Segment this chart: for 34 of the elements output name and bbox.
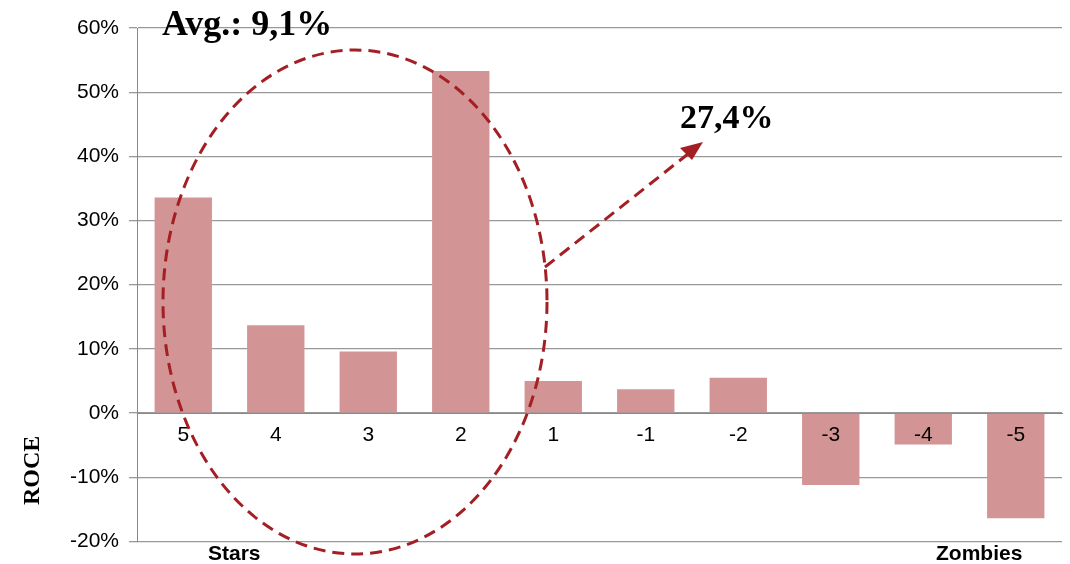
y-tick-label: 40%: [76, 143, 120, 167]
x-tick-label: -1: [636, 422, 656, 446]
y-tick-label: -10%: [69, 464, 120, 488]
bar: [987, 413, 1045, 519]
bar: [432, 71, 490, 413]
annotation: Stars: [208, 541, 261, 564]
x-tick-label: 4: [269, 422, 282, 446]
x-tick-label: -4: [913, 422, 933, 446]
bar: [709, 377, 767, 413]
y-tick-label: 60%: [76, 14, 120, 38]
y-axis-title: ROCE: [18, 435, 45, 505]
bar: [617, 389, 675, 413]
y-tick-label: 10%: [76, 335, 120, 359]
y-tick-label: 30%: [76, 207, 120, 231]
bar: [247, 325, 305, 413]
bar: [894, 413, 952, 445]
x-tick-label: 2: [454, 422, 467, 446]
x-tick-label: -3: [821, 422, 841, 446]
x-tick-label: 1: [547, 422, 560, 446]
chart-title: Avg.: 9,1%: [162, 2, 333, 44]
x-tick-label: 3: [362, 422, 375, 446]
x-tick-label: -2: [728, 422, 748, 446]
annotation: 27,4%: [680, 98, 774, 136]
x-tick-label: 5: [177, 422, 190, 446]
bar: [154, 197, 212, 413]
bar: [524, 380, 582, 413]
y-tick-label: 0%: [88, 399, 120, 423]
x-tick-label: -5: [1006, 422, 1026, 446]
annotation: Zombies: [936, 541, 1023, 564]
y-tick-label: 50%: [76, 78, 120, 102]
y-tick-label: 20%: [76, 271, 120, 295]
y-tick-label: -20%: [69, 528, 120, 552]
bar: [339, 351, 397, 413]
bar: [802, 413, 860, 485]
